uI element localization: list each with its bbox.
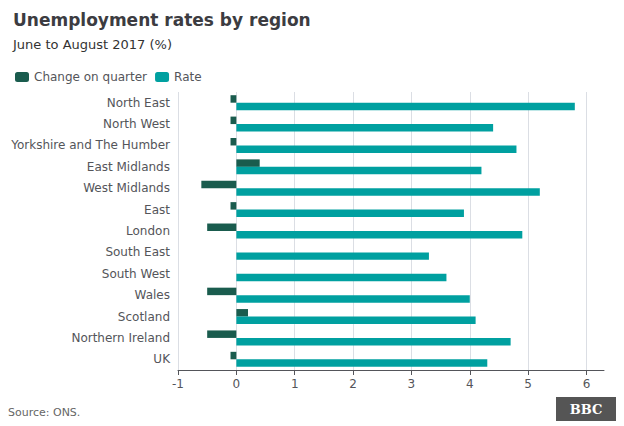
svg-text:2: 2 xyxy=(349,377,357,391)
svg-text:BBC: BBC xyxy=(570,402,603,417)
svg-text:Scotland: Scotland xyxy=(118,310,170,324)
svg-text:South West: South West xyxy=(102,267,170,281)
svg-text:East: East xyxy=(144,203,170,217)
svg-text:Wales: Wales xyxy=(135,288,170,302)
svg-text:5: 5 xyxy=(524,377,532,391)
svg-text:0: 0 xyxy=(233,377,241,391)
svg-text:Change on quarter: Change on quarter xyxy=(34,70,147,84)
svg-text:Yorkshire and The Humber: Yorkshire and The Humber xyxy=(10,138,170,152)
svg-text:4: 4 xyxy=(466,377,474,391)
svg-text:3: 3 xyxy=(408,377,416,391)
svg-text:June to August 2017 (%): June to August 2017 (%) xyxy=(12,37,172,52)
svg-text:Unemployment rates by region: Unemployment rates by region xyxy=(13,10,311,30)
svg-text:North West: North West xyxy=(103,117,170,131)
svg-text:East Midlands: East Midlands xyxy=(87,160,170,174)
svg-text:1: 1 xyxy=(291,377,299,391)
svg-text:North East: North East xyxy=(107,96,171,110)
svg-text:Source: ONS.: Source: ONS. xyxy=(8,406,80,419)
svg-text:West Midlands: West Midlands xyxy=(83,181,170,195)
svg-text:-1: -1 xyxy=(172,377,184,391)
svg-text:Northern Ireland: Northern Ireland xyxy=(71,331,170,345)
svg-text:London: London xyxy=(126,224,170,238)
svg-text:UK: UK xyxy=(153,352,171,366)
svg-text:Rate: Rate xyxy=(174,70,202,84)
svg-text:6: 6 xyxy=(583,377,591,391)
svg-text:South East: South East xyxy=(105,245,170,259)
